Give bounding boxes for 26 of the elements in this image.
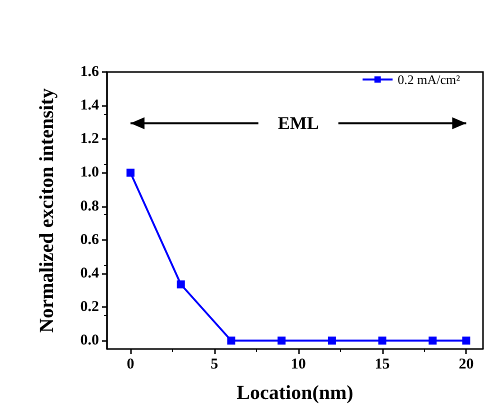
x-tick-label: 0 [126,356,134,372]
point [462,336,470,345]
x-tick-label: 20 [458,356,474,372]
y-tick-label: 1.4 [80,98,100,114]
point [378,336,386,345]
y-tick-label: 1.2 [80,131,99,148]
point [428,336,437,345]
y-tick-label: 0.2 [80,299,99,316]
y-axis-title: Normalized exciton intensity [36,88,58,333]
y-tick-label: 0.8 [80,198,99,214]
x-axis-title: Location(nm) [236,382,354,404]
y-tick-label: 0.6 [80,232,100,248]
y-tick-label: 0.0 [80,332,99,349]
point [278,336,286,345]
y-tick-label: 1.6 [80,64,100,80]
point [176,280,185,288]
point [328,336,336,345]
legend-label: 0.2 mA/cm² [398,72,460,87]
x-tick-label: 15 [374,356,390,372]
x-tick-label: 5 [210,356,218,372]
y-tick-label: 1.0 [80,164,99,181]
x-tick-label: 10 [290,356,306,372]
y-tick-label: 0.4 [80,265,100,282]
point [126,168,134,177]
annotation: EML [278,113,319,134]
point [227,336,236,345]
